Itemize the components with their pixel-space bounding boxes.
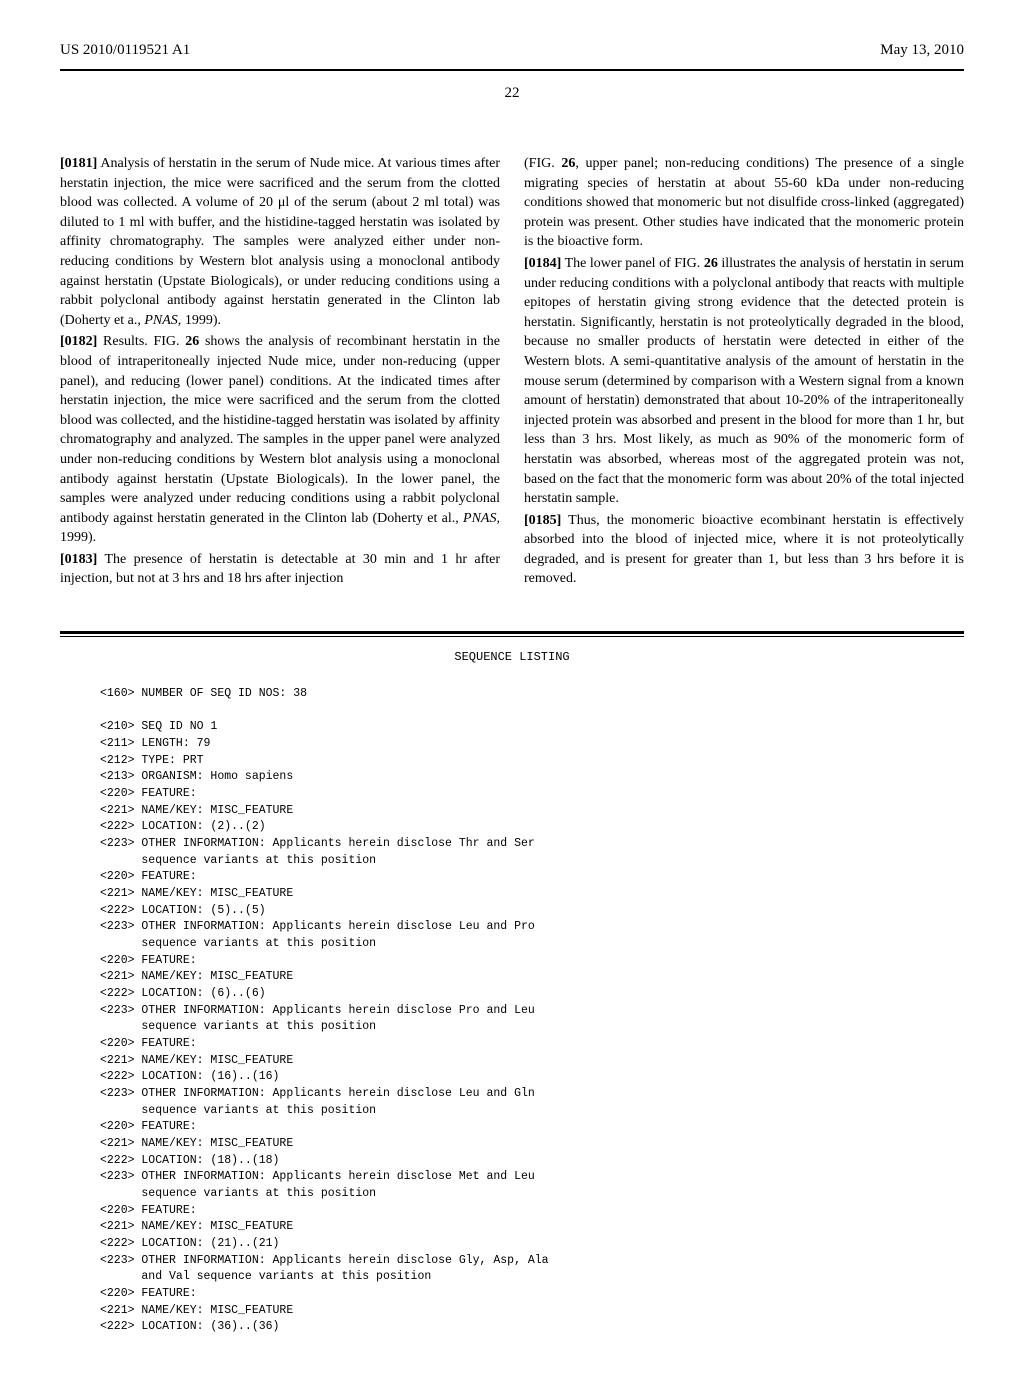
paragraph-185: [0185] Thus, the monomeric bioactive eco… [524, 511, 964, 589]
publication-number: US 2010/0119521 A1 [60, 40, 190, 61]
paragraph-183: [0183] The presence of herstatin is dete… [60, 550, 500, 589]
figure-number: 26 [561, 156, 575, 171]
para-text: Thus, the monomeric bioactive ecombinant… [524, 513, 964, 587]
para-text: 1999). [181, 313, 221, 328]
paragraph-182: [0182] Results. FIG. 26 shows the analys… [60, 332, 500, 548]
paragraph-184: [0184] The lower panel of FIG. 26 illust… [524, 254, 964, 509]
sequence-divider-thin [60, 636, 964, 637]
para-text: , upper panel; non-reducing conditions) … [524, 156, 964, 249]
journal-name: PNAS, [144, 313, 181, 328]
para-number: [0185] [524, 513, 561, 528]
para-text: Results. FIG. [97, 334, 185, 349]
para-number: [0182] [60, 334, 97, 349]
sequence-divider-thick [60, 631, 964, 634]
page-number: 22 [60, 83, 964, 104]
para-text: shows the analysis of recombinant hersta… [60, 334, 500, 525]
sequence-listing-section: SEQUENCE LISTING <160> NUMBER OF SEQ ID … [60, 631, 964, 1336]
figure-number: 26 [185, 334, 199, 349]
left-column: [0181] Analysis of herstatin in the seru… [60, 154, 500, 591]
para-number: [0183] [60, 552, 97, 567]
journal-name: PNAS, [463, 511, 500, 526]
right-column: (FIG. 26, upper panel; non-reducing cond… [524, 154, 964, 591]
para-text: The presence of herstatin is detectable … [60, 552, 500, 587]
para-text: illustrates the analysis of herstatin in… [524, 256, 964, 506]
header-divider [60, 69, 964, 71]
figure-number: 26 [704, 256, 718, 271]
paragraph-183-cont: (FIG. 26, upper panel; non-reducing cond… [524, 154, 964, 252]
para-text: The lower panel of FIG. [561, 256, 703, 271]
para-text: Analysis of herstatin in the serum of Nu… [60, 156, 500, 328]
sequence-listing-body: <160> NUMBER OF SEQ ID NOS: 38 <210> SEQ… [60, 686, 964, 1336]
sequence-title: SEQUENCE LISTING [60, 649, 964, 666]
page-header: US 2010/0119521 A1 May 13, 2010 [60, 40, 964, 61]
para-text: 1999). [60, 530, 96, 545]
text-columns: [0181] Analysis of herstatin in the seru… [60, 154, 964, 591]
para-text: (FIG. [524, 156, 561, 171]
para-number: [0181] [60, 156, 97, 171]
publication-date: May 13, 2010 [880, 40, 964, 61]
para-number: [0184] [524, 256, 561, 271]
paragraph-181: [0181] Analysis of herstatin in the seru… [60, 154, 500, 330]
